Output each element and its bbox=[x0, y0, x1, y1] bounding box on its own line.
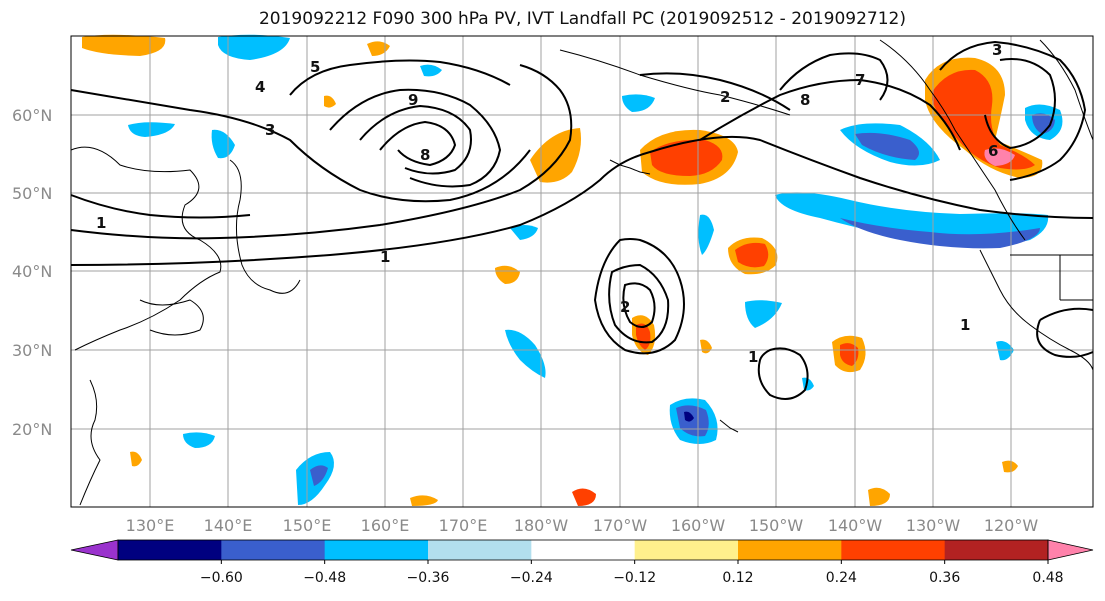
longitude-labels: 130°E 140°E 150°E 160°E 170°E 180°W 170°… bbox=[126, 516, 1039, 535]
colorbar-segment bbox=[531, 540, 636, 560]
lon-label: 130°E bbox=[126, 516, 175, 535]
contour-label: 2 bbox=[620, 298, 630, 316]
contour-label: 1 bbox=[380, 248, 390, 266]
colorbar-segment bbox=[221, 540, 326, 560]
lat-label: 20°N bbox=[12, 420, 52, 439]
map-frame bbox=[70, 35, 1094, 508]
colorbar-tick-label: −0.36 bbox=[407, 570, 450, 586]
anomaly-negative bbox=[775, 192, 1049, 246]
anomaly-positive bbox=[130, 451, 142, 467]
lon-label: 160°W bbox=[671, 516, 726, 535]
anomaly-negative bbox=[218, 34, 290, 60]
anomaly-negative bbox=[420, 64, 442, 77]
anomaly-negative bbox=[996, 341, 1014, 361]
anomaly-positive bbox=[984, 148, 1015, 166]
anomaly-negative bbox=[745, 300, 782, 328]
anomaly-positive bbox=[572, 488, 596, 506]
anomaly-positive bbox=[324, 95, 336, 108]
anomaly-negative bbox=[310, 465, 328, 486]
anomaly-positive bbox=[495, 265, 520, 284]
anomaly-positive bbox=[1002, 460, 1018, 473]
lon-label: 140°W bbox=[828, 516, 883, 535]
colorbar-extend-high bbox=[1047, 539, 1094, 561]
lon-label: 150°E bbox=[283, 516, 332, 535]
colorbar-tick-label: −0.24 bbox=[510, 570, 553, 586]
map-gridlines bbox=[71, 36, 1093, 507]
anomaly-positive bbox=[700, 339, 712, 354]
anomaly-positive bbox=[367, 41, 390, 56]
colorbar-segment bbox=[118, 540, 222, 560]
lon-label: 170°E bbox=[439, 516, 488, 535]
colorbar-tick-label: 0.12 bbox=[722, 570, 753, 586]
anomaly-positive bbox=[82, 34, 166, 56]
contour-label: 9 bbox=[408, 91, 418, 109]
contour-label: 8 bbox=[420, 146, 430, 164]
lat-label: 30°N bbox=[12, 341, 52, 360]
anomaly-negative bbox=[510, 225, 538, 240]
colorbar-extend-low bbox=[70, 539, 119, 561]
anomaly-negative bbox=[128, 122, 175, 137]
contour-labels: 1 1 2 3 4 5 8 9 7 3 8 6 1 1 2 bbox=[96, 41, 1002, 366]
pv-contours bbox=[70, 40, 1094, 400]
contour-label: 2 bbox=[720, 88, 730, 106]
contour-label: 5 bbox=[310, 58, 320, 76]
colorbar-tick-label: 0.36 bbox=[929, 570, 960, 586]
colorbar-tick-label: −0.12 bbox=[613, 570, 656, 586]
colorbar-segment bbox=[944, 540, 1049, 560]
anomaly-negative bbox=[698, 214, 714, 255]
lon-label: 170°W bbox=[593, 516, 648, 535]
colorbar-tick-label: 0.24 bbox=[826, 570, 857, 586]
lon-label: 120°W bbox=[984, 516, 1039, 535]
anomaly-positive bbox=[530, 128, 581, 183]
anomaly-positive bbox=[410, 495, 438, 506]
colorbar-tick-label: 0.48 bbox=[1032, 570, 1063, 586]
lon-label: 130°W bbox=[906, 516, 961, 535]
colorbar-tick-labels: −0.60 −0.48 −0.36 −0.24 −0.12 0.12 0.24 0.36 0.4… bbox=[200, 560, 1064, 586]
lon-label: 160°E bbox=[361, 516, 410, 535]
colorbar bbox=[70, 539, 1094, 561]
contour-label: 1 bbox=[748, 348, 758, 366]
anomaly-negative bbox=[840, 218, 1040, 249]
anomaly-negative bbox=[855, 132, 919, 160]
lon-label: 140°E bbox=[204, 516, 253, 535]
colorbar-segment bbox=[634, 540, 739, 560]
lat-label: 60°N bbox=[12, 106, 52, 125]
anomaly-negative bbox=[505, 329, 546, 378]
anomaly-positive bbox=[735, 242, 769, 268]
colorbar-tick-label: −0.48 bbox=[303, 570, 346, 586]
colorbar-tick-label: −0.60 bbox=[200, 570, 243, 586]
contour-label: 6 bbox=[988, 142, 998, 160]
contour-label: 1 bbox=[96, 214, 106, 232]
lon-label: 150°W bbox=[749, 516, 804, 535]
contour-label: 3 bbox=[992, 41, 1002, 59]
figure-title: 2019092212 F090 300 hPa PV, IVT Landfall… bbox=[258, 9, 906, 29]
anomaly-positive bbox=[868, 487, 890, 506]
latitude-labels: 60°N 50°N 40°N 30°N 20°N bbox=[12, 106, 52, 439]
contour-label: 3 bbox=[265, 121, 275, 139]
contour-label: 7 bbox=[855, 71, 865, 89]
lon-label: 180°W bbox=[514, 516, 569, 535]
anomaly-negative bbox=[211, 129, 235, 159]
contour-label: 1 bbox=[960, 316, 970, 334]
colorbar-segment bbox=[324, 540, 429, 560]
anomaly-negative bbox=[622, 94, 655, 112]
anomaly-positive bbox=[932, 69, 1035, 170]
contour-label: 8 bbox=[800, 91, 810, 109]
coastlines bbox=[70, 39, 1094, 506]
anomaly-positive bbox=[650, 139, 723, 176]
colorbar-segment bbox=[841, 540, 946, 560]
colorbar-segment bbox=[738, 540, 842, 560]
colorbar-frame bbox=[117, 539, 1049, 561]
colorbar-segment bbox=[428, 540, 532, 560]
lat-label: 40°N bbox=[12, 262, 52, 281]
anomaly-positive bbox=[840, 343, 859, 366]
lat-label: 50°N bbox=[12, 184, 52, 203]
anomaly-negative bbox=[1032, 113, 1055, 134]
ivt-shading bbox=[82, 34, 1063, 506]
anomaly-negative bbox=[684, 411, 694, 422]
contour-label: 4 bbox=[255, 78, 265, 96]
anomaly-negative bbox=[183, 432, 215, 448]
